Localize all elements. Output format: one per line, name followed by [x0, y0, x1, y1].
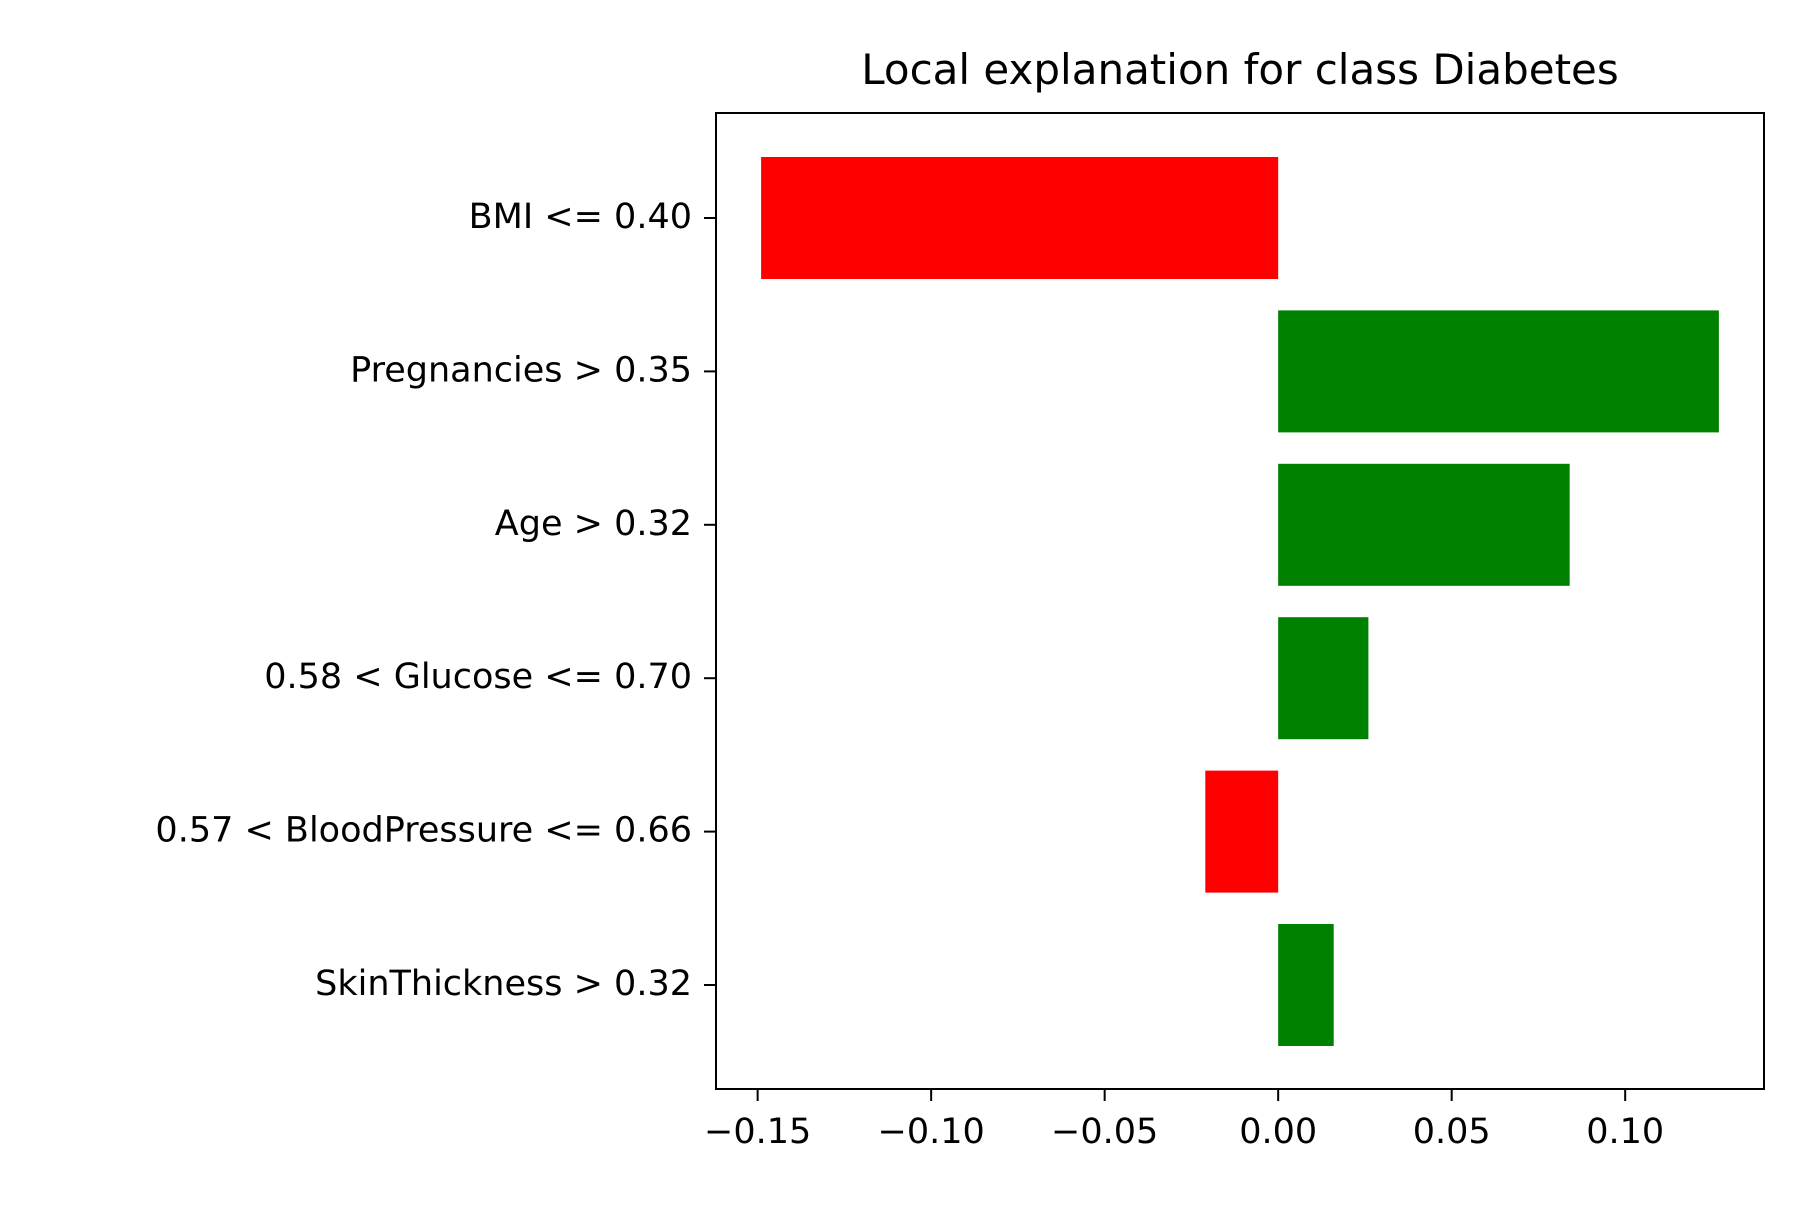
bars-layer — [761, 157, 1719, 1046]
y-axis: BMI <= 0.40 Pregnancies > 0.35 Age > 0.32 0… — [155, 197, 716, 1004]
y-tick-label: Age > 0.32 — [495, 504, 692, 544]
x-tick-label: 0.00 — [1239, 1112, 1317, 1152]
y-tick-label: 0.58 < Glucose <= 0.70 — [264, 657, 692, 697]
x-tick-label: 0.10 — [1586, 1112, 1664, 1152]
plot-frame — [715, 112, 1765, 1090]
x-tick-label: −0.15 — [704, 1112, 811, 1152]
bar-5 — [1205, 770, 1279, 893]
x-tick-label: −0.05 — [1051, 1112, 1158, 1152]
y-tick-label: BMI <= 0.40 — [469, 197, 692, 237]
bar-3 — [1278, 463, 1570, 586]
y-tick-label: Pregnancies > 0.35 — [350, 350, 692, 390]
bar-4 — [1278, 617, 1369, 740]
bar-2 — [1278, 310, 1719, 433]
x-tick-label: −0.10 — [878, 1112, 985, 1152]
x-axis: −0.15 −0.10 −0.05 0.00 0.05 0.10 — [704, 1089, 1664, 1152]
x-tick-label: 0.05 — [1413, 1112, 1491, 1152]
bar-1 — [761, 157, 1279, 279]
chart-title: Local explanation for class Diabetes — [861, 45, 1619, 94]
y-tick-label: SkinThickness > 0.32 — [315, 964, 692, 1004]
y-tick-label: 0.57 < BloodPressure <= 0.66 — [155, 811, 692, 851]
bar-6 — [1278, 924, 1334, 1046]
